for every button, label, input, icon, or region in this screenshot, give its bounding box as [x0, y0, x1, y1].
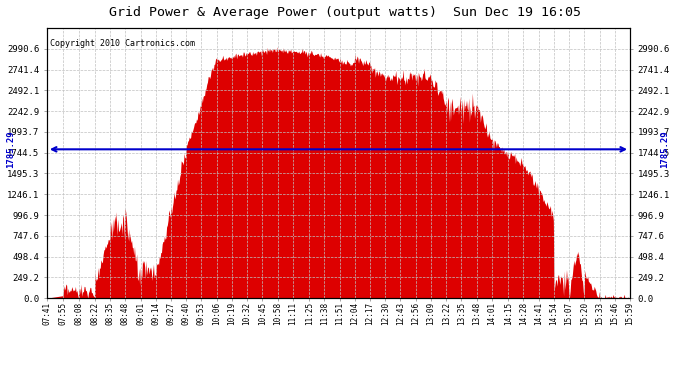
Text: 1785.29: 1785.29	[6, 130, 14, 168]
Text: 1785.29: 1785.29	[660, 130, 669, 168]
Text: Copyright 2010 Cartronics.com: Copyright 2010 Cartronics.com	[50, 39, 195, 48]
Text: Grid Power & Average Power (output watts)  Sun Dec 19 16:05: Grid Power & Average Power (output watts…	[109, 6, 581, 19]
